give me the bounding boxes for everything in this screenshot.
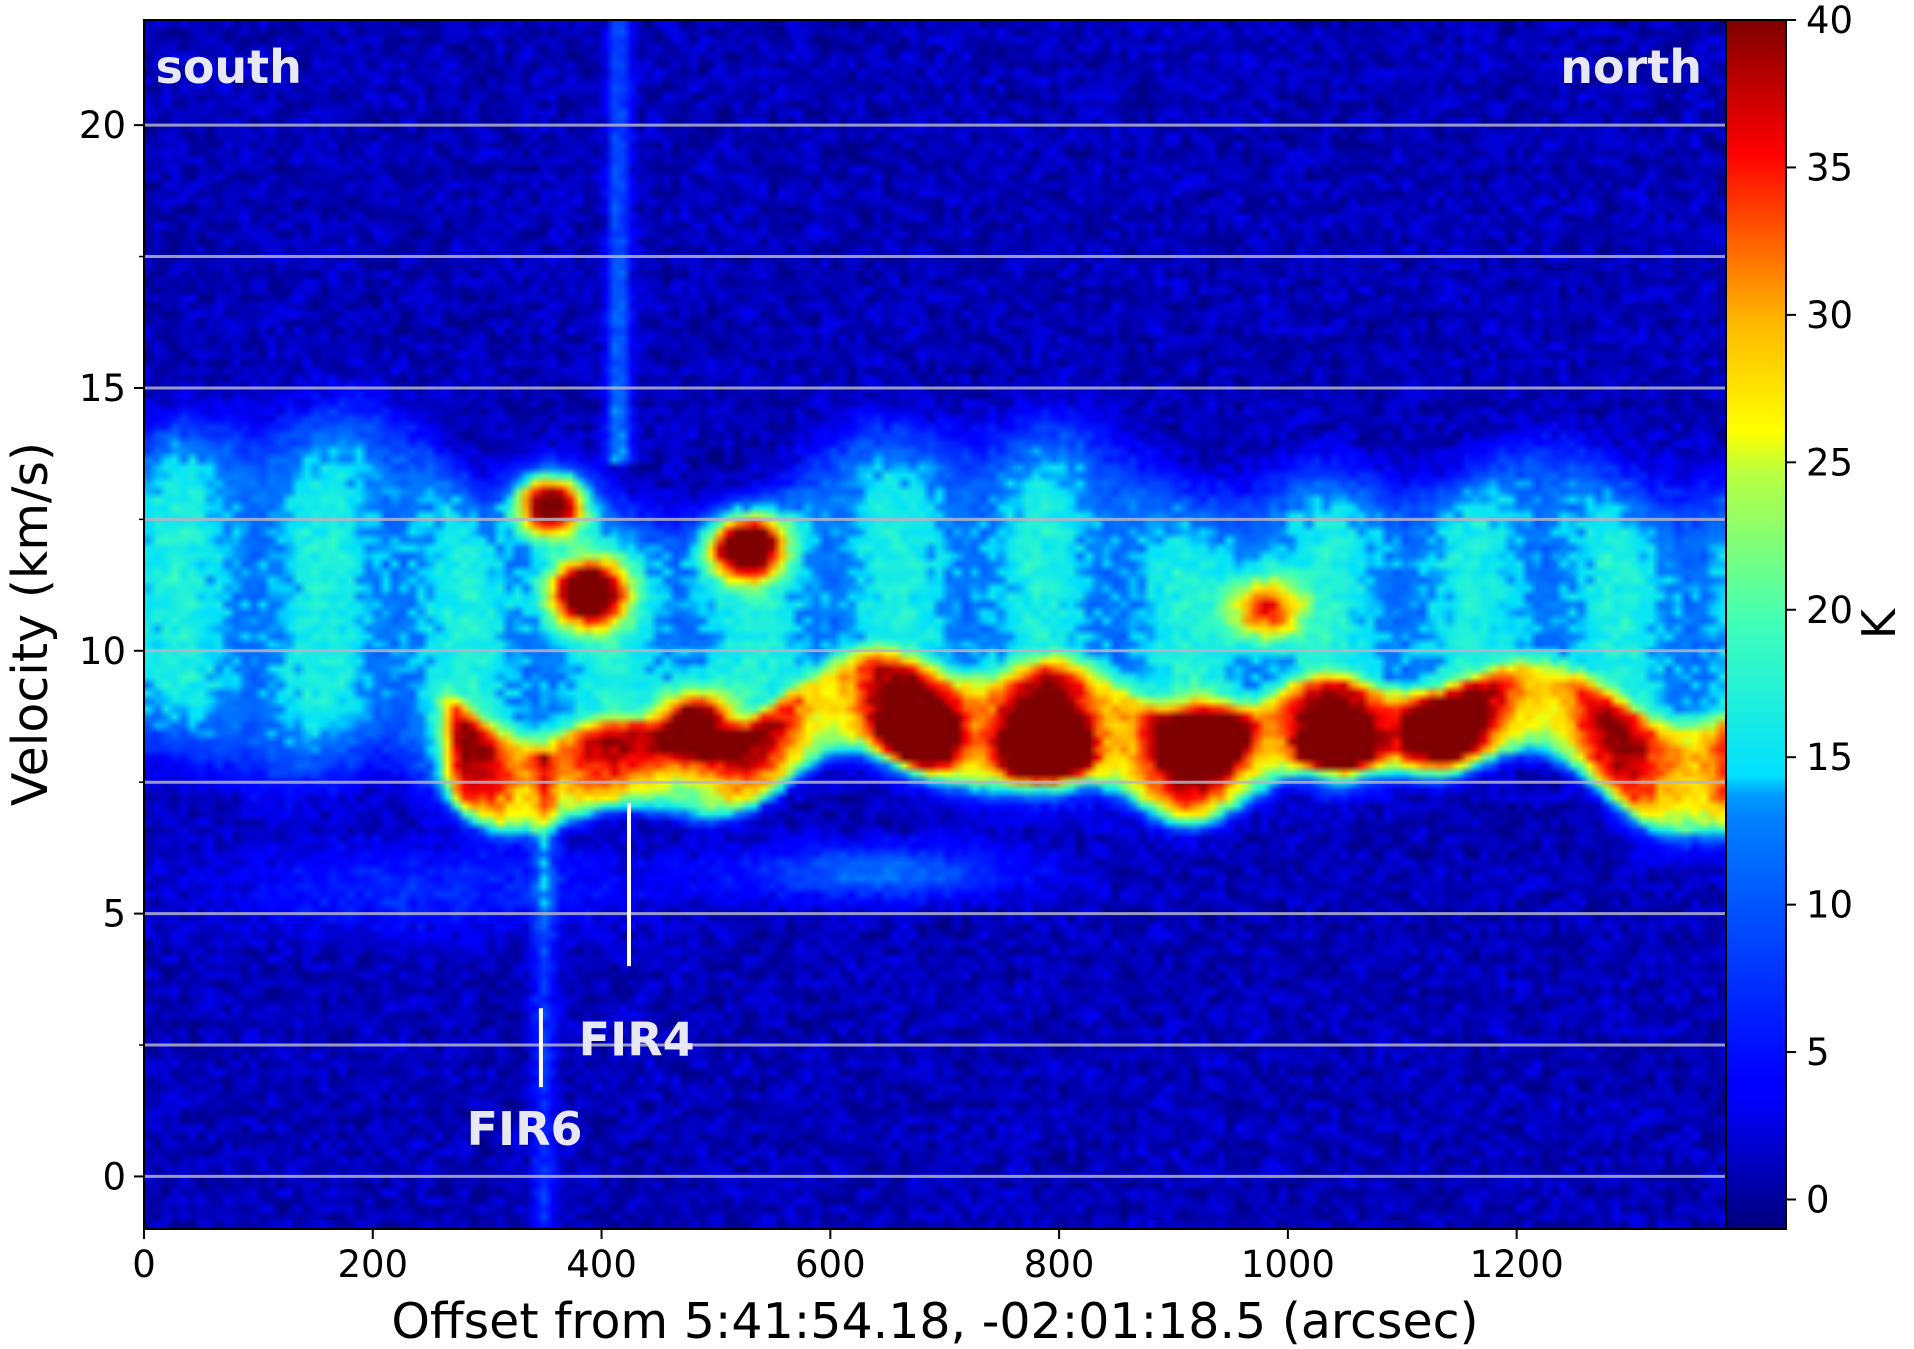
reference-lines <box>144 123 1726 1178</box>
colorbar-tick-label: 15 <box>1806 736 1853 779</box>
x-tick-label: 1000 <box>1241 1243 1335 1286</box>
colorbar-tick-label: 5 <box>1806 1031 1830 1074</box>
y-tick-label: 20 <box>79 104 126 147</box>
x-tick-label: 400 <box>566 1243 637 1286</box>
x-tick-label: 800 <box>1024 1243 1095 1286</box>
annotation-north: north <box>1560 40 1702 94</box>
x-tick-label: 1200 <box>1470 1243 1564 1286</box>
y-axis-label: Velocity (km/s) <box>2 442 59 806</box>
colorbar-frame <box>1725 19 1787 1230</box>
x-tick-label: 600 <box>795 1243 866 1286</box>
annotation-south: south <box>155 40 301 94</box>
colorbar-tick-label: 35 <box>1806 146 1853 189</box>
colorbar-tick-label: 20 <box>1806 589 1853 632</box>
colorbar-tick-label: 0 <box>1806 1179 1830 1222</box>
x-axis-label: Offset from 5:41:54.18, -02:01:18.5 (arc… <box>391 1293 1478 1349</box>
colorbar-tick-label: 40 <box>1806 0 1853 42</box>
y-tick-label: 0 <box>102 1155 126 1198</box>
colorbar-tick-label: 10 <box>1806 884 1853 927</box>
y-tick-label: 5 <box>102 893 126 936</box>
x-tick-label: 0 <box>132 1243 156 1286</box>
colorbar-ticks: 0 5 10 15 20 25 30 35 40 <box>1786 0 1853 1222</box>
intensity-heatmap <box>144 20 1726 1229</box>
y-tick-label: 15 <box>79 367 126 410</box>
y-axis: 0 5 10 15 20 <box>79 104 144 1198</box>
annotations: south north FIR4 FIR6 <box>155 40 1702 1156</box>
annotation-fir6: FIR6 <box>467 1102 583 1156</box>
annotation-fir4: FIR4 <box>579 1013 695 1067</box>
source-markers <box>538 803 632 1088</box>
colorbar-label: K <box>1852 607 1906 639</box>
y-tick-label: 10 <box>79 630 126 673</box>
colorbar-tick-label: 25 <box>1806 441 1853 484</box>
colorbar-gradient <box>1726 20 1786 1229</box>
x-tick-label: 200 <box>337 1243 408 1286</box>
colorbar: 0 5 10 15 20 25 30 35 40 K <box>1725 0 1906 1230</box>
colorbar-tick-label: 30 <box>1806 294 1853 337</box>
plot-area: south north FIR4 FIR6 <box>143 19 1727 1230</box>
x-axis: 0 200 400 600 800 1000 1200 <box>132 1229 1564 1286</box>
